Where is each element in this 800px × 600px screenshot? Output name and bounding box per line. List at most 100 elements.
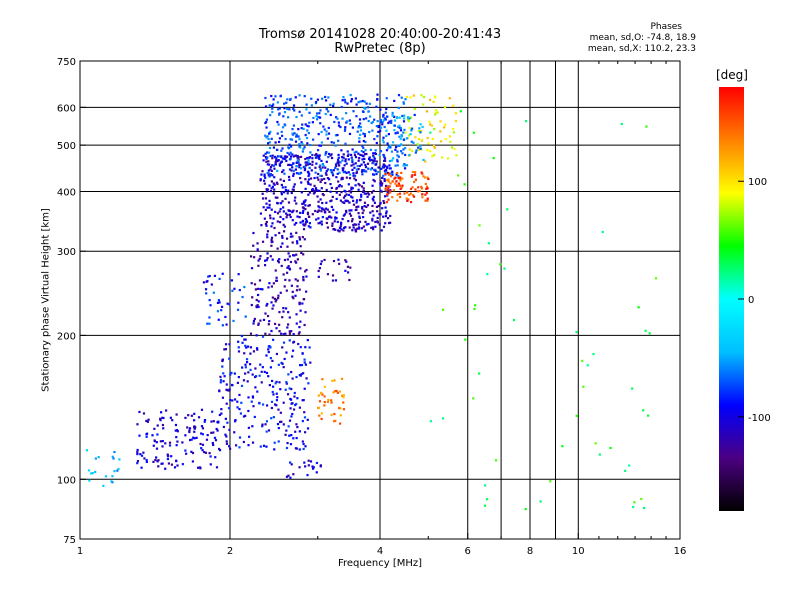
echo-point [486, 272, 489, 276]
echo-point [256, 242, 259, 245]
echo-point [342, 196, 346, 199]
echo-point [244, 315, 247, 318]
echo-point [316, 195, 319, 198]
echo-point [628, 464, 631, 467]
echo-point [405, 197, 408, 200]
echo-point [354, 155, 358, 159]
echo-point [279, 291, 282, 294]
echo-point [492, 157, 495, 160]
echo-point [292, 473, 295, 476]
echo-point [275, 276, 278, 279]
echo-point [317, 217, 320, 220]
echo-point [337, 160, 340, 163]
echo-point [318, 116, 322, 119]
echo-point [387, 198, 390, 201]
echo-point [234, 444, 238, 447]
echo-point [331, 174, 335, 177]
echo-point [267, 350, 270, 354]
echo-point [386, 191, 389, 194]
echo-point [264, 197, 268, 200]
echo-point [285, 216, 288, 219]
echo-point [358, 227, 361, 230]
echo-point [297, 156, 300, 159]
echo-point [404, 131, 407, 134]
echo-point [403, 114, 406, 117]
echo-point [283, 258, 287, 262]
echo-point [385, 129, 388, 132]
echo-point [282, 115, 285, 118]
echo-point [294, 430, 297, 433]
echo-point [302, 399, 305, 402]
echo-point [339, 225, 342, 228]
echo-point [301, 220, 304, 223]
echo-point [282, 273, 285, 276]
echo-point [317, 172, 320, 176]
echo-point [385, 201, 389, 204]
echo-point [304, 187, 307, 191]
echo-point [330, 186, 333, 190]
echo-point [351, 148, 354, 151]
echo-point [199, 442, 202, 446]
echo-point [257, 264, 260, 267]
x-tick-label: 16 [674, 546, 687, 557]
echo-point [338, 262, 341, 265]
echo-point [293, 183, 296, 186]
echo-point [208, 316, 211, 319]
echo-point [343, 128, 347, 131]
echo-point [423, 176, 427, 179]
echo-point [324, 95, 327, 99]
echo-point [276, 132, 279, 135]
echo-point [335, 197, 338, 201]
echo-point [272, 416, 275, 419]
echo-point [213, 274, 217, 277]
echo-point [420, 185, 423, 188]
echo-point [383, 201, 386, 205]
echo-point [265, 160, 268, 163]
echo-point [407, 120, 410, 123]
echo-point [334, 390, 337, 393]
echo-point [357, 188, 360, 191]
echo-point [252, 231, 255, 235]
echo-point [355, 103, 358, 106]
echo-point [193, 425, 196, 428]
echo-point [214, 439, 218, 442]
echo-point [216, 429, 219, 432]
echo-point [355, 201, 358, 204]
echo-point [299, 146, 302, 149]
echo-point [216, 301, 220, 304]
echo-point [319, 180, 322, 184]
echo-point [263, 217, 266, 220]
echo-point [191, 460, 195, 463]
echo-point [299, 309, 302, 312]
echo-point [311, 213, 314, 216]
echo-point [337, 162, 340, 165]
echo-point [265, 304, 268, 307]
echo-point [189, 438, 192, 442]
echo-point [338, 193, 341, 196]
echo-point [336, 158, 340, 161]
echo-point [400, 150, 403, 153]
echo-point [254, 386, 257, 389]
echo-point [276, 169, 279, 173]
echo-point [382, 113, 385, 116]
echo-point [426, 148, 429, 152]
echo-point [285, 475, 289, 478]
echo-point [356, 164, 359, 168]
echo-point [230, 279, 234, 282]
echo-point [326, 137, 329, 140]
echo-point [243, 285, 246, 289]
echo-point [383, 125, 386, 129]
echo-point [293, 109, 296, 112]
echo-point [273, 167, 276, 170]
echo-point [344, 101, 347, 104]
echo-point [387, 145, 391, 148]
echo-point [304, 208, 307, 211]
echo-point [291, 349, 295, 352]
echo-point [375, 124, 378, 128]
echo-point [444, 123, 447, 126]
echo-point [474, 304, 477, 307]
echo-point [304, 223, 307, 226]
echo-point [281, 200, 284, 203]
echo-point [282, 179, 285, 182]
echo-point [380, 167, 383, 170]
